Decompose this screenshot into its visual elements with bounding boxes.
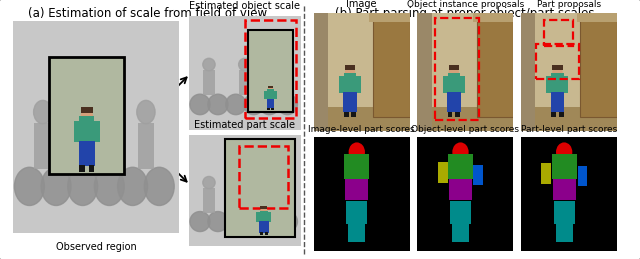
Bar [551,73,564,93]
Bar [344,73,356,93]
Text: (a) Estimation of scale from field of view: (a) Estimation of scale from field of vi… [28,7,268,20]
Bar [248,30,293,112]
Bar [541,163,550,184]
Bar [356,76,361,93]
Bar [345,65,355,70]
Bar [35,123,51,169]
Circle shape [277,94,298,115]
Circle shape [190,212,210,232]
Bar [417,13,432,131]
Bar [79,116,94,142]
Bar [443,76,447,93]
Circle shape [208,94,228,115]
Circle shape [118,167,148,205]
Circle shape [226,94,246,115]
Bar [452,224,469,242]
Bar [460,76,465,93]
Circle shape [449,66,459,79]
Circle shape [239,176,251,189]
Circle shape [272,176,285,189]
Bar [49,57,124,174]
Circle shape [268,87,273,92]
Bar [79,141,95,166]
Bar [79,165,85,171]
Bar [265,232,268,235]
Bar [94,120,100,142]
Bar [259,221,269,233]
Circle shape [137,100,155,124]
Circle shape [452,142,468,162]
Bar [550,92,564,112]
Circle shape [33,100,52,124]
Bar [260,211,268,222]
Circle shape [208,212,228,232]
Bar [521,13,535,131]
Bar [271,108,274,110]
Bar [447,112,452,117]
Bar [554,201,575,224]
Bar [74,120,79,142]
Circle shape [87,100,105,124]
Bar [256,212,260,222]
Bar [343,92,357,112]
Bar [450,201,471,224]
Bar [260,206,268,209]
Bar [447,73,460,93]
Bar [556,224,573,242]
Circle shape [203,58,215,71]
Bar [260,232,263,235]
Bar [314,13,410,107]
Bar [551,112,556,117]
Circle shape [556,142,572,162]
Circle shape [81,108,93,124]
Text: Object instance proposals: Object instance proposals [406,1,524,9]
Bar [473,13,513,22]
Circle shape [239,58,251,71]
Circle shape [94,167,124,205]
Bar [314,107,410,131]
Bar [138,123,154,169]
Bar [267,99,275,108]
Bar [438,162,448,183]
Bar [346,179,369,200]
Bar [273,188,284,213]
Text: (b) Part parsing at proper object/part scales: (b) Part parsing at proper object/part s… [335,7,595,20]
Text: Part proposals: Part proposals [537,1,601,9]
Bar [346,201,367,224]
Bar [449,65,459,70]
Bar [373,13,410,117]
Bar [225,139,295,237]
Bar [264,91,267,99]
Bar [273,70,284,95]
Bar [417,107,513,131]
Circle shape [244,212,264,232]
Bar [473,165,483,185]
Circle shape [190,94,210,115]
Circle shape [349,142,365,162]
Bar [521,107,617,131]
Circle shape [144,167,174,205]
Circle shape [41,167,71,205]
Bar [267,89,274,99]
Circle shape [259,212,280,232]
Bar [477,13,513,117]
Bar [314,13,328,131]
Bar [435,18,479,120]
Circle shape [272,58,285,71]
Bar [536,44,579,79]
Bar [564,76,568,93]
Bar [244,20,296,118]
Bar [448,154,473,179]
Circle shape [226,212,246,232]
Bar [578,166,588,186]
Text: Image: Image [346,0,377,9]
Bar [449,179,472,200]
Bar [239,188,250,213]
Bar [577,13,617,22]
Bar [204,70,214,95]
Bar [268,212,271,222]
Bar [88,123,104,169]
Bar [553,179,576,200]
Bar [559,112,564,117]
